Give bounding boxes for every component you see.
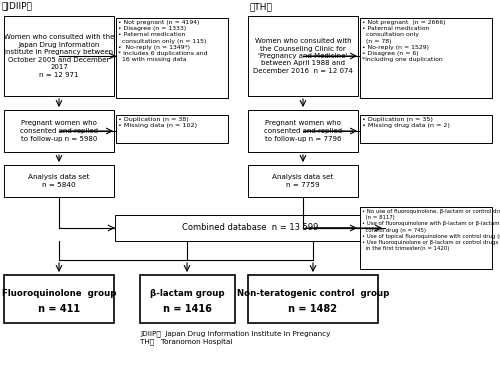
Text: n = 1482: n = 1482: [288, 304, 338, 314]
Text: JDIIP：  Japan Drug Information Institute in Pregnancy
TH：   Toranomon Hospital: JDIIP： Japan Drug Information Institute …: [140, 330, 330, 345]
Bar: [360, 207, 492, 269]
Text: • Not pregnant  (n = 2666)
• Paternal medication
  consultation only
  (n = 78)
: • Not pregnant (n = 2666) • Paternal med…: [362, 20, 446, 62]
Bar: [4, 16, 114, 96]
Bar: [4, 165, 114, 197]
Bar: [140, 275, 235, 323]
Text: • No use of fluoroquinolone, β-lactam or control drugs
  (n = 8117)
• Use of flu: • No use of fluoroquinolone, β-lactam or…: [362, 209, 500, 251]
Text: Fluoroquinolone  group: Fluoroquinolone group: [2, 289, 116, 297]
Text: Analysis data set
n = 7759: Analysis data set n = 7759: [272, 174, 334, 188]
Text: • Duplication (n = 38)
• Missing data (n = 102): • Duplication (n = 38) • Missing data (n…: [118, 117, 197, 128]
Bar: [248, 16, 358, 96]
Bar: [116, 18, 228, 98]
Bar: [360, 18, 492, 98]
Bar: [116, 115, 228, 143]
Text: • Not pregnant (n = 4194)
• Disagree (n = 1333)
• Paternal medication
  consulta: • Not pregnant (n = 4194) • Disagree (n …: [118, 20, 208, 62]
Text: Pregnant women who
consented and replied
to follow-up n = 7796: Pregnant women who consented and replied…: [264, 121, 342, 141]
Text: 【TH】: 【TH】: [250, 2, 273, 11]
Text: Pregnant women who
consented and replied
to follow-up n = 5980: Pregnant women who consented and replied…: [20, 121, 98, 141]
Text: Women who consulted with the
Japan Drug Information
Institute in Pregnancy betwe: Women who consulted with the Japan Drug …: [4, 34, 114, 78]
Text: • Duplication (n = 35)
• Missing drug data (n = 2): • Duplication (n = 35) • Missing drug da…: [362, 117, 450, 128]
Text: Analysis data set
n = 5840: Analysis data set n = 5840: [28, 174, 90, 188]
Bar: [248, 110, 358, 152]
Text: n = 1416: n = 1416: [162, 304, 212, 314]
Text: n = 411: n = 411: [38, 304, 80, 314]
Bar: [360, 115, 492, 143]
Bar: [4, 275, 114, 323]
Text: Non-teratogenic control  group: Non-teratogenic control group: [237, 289, 389, 297]
Text: β-lactam group: β-lactam group: [150, 289, 224, 297]
Bar: [4, 110, 114, 152]
Bar: [115, 215, 385, 241]
Bar: [248, 165, 358, 197]
Text: Women who consulted with
the Counseling Clinic for
'Pregnancy and Medicine'
betw: Women who consulted with the Counseling …: [253, 38, 353, 74]
Bar: [248, 275, 378, 323]
Text: Combined database  n = 13 599: Combined database n = 13 599: [182, 223, 318, 232]
Text: 【JDIIP】: 【JDIIP】: [2, 2, 33, 11]
